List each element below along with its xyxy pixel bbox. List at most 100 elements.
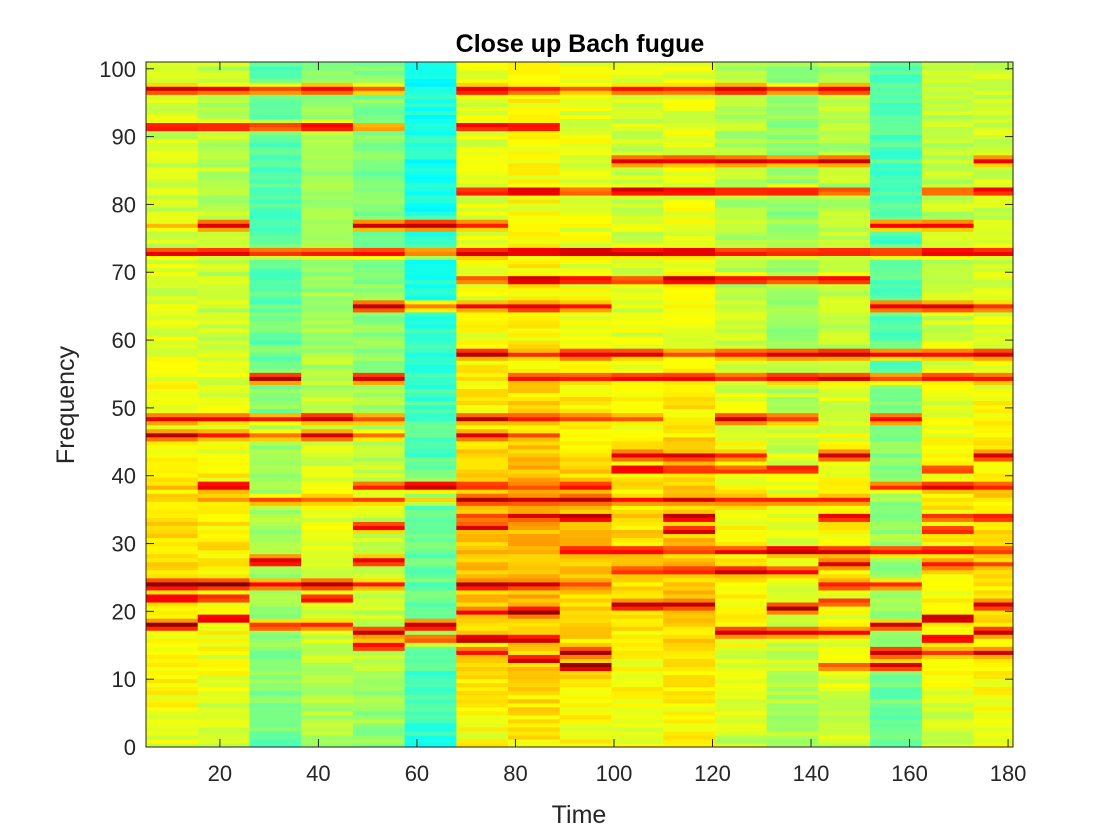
heatmap-cell <box>249 178 302 184</box>
heatmap-cell <box>146 327 199 333</box>
heatmap-cell <box>559 291 613 297</box>
heatmap-cell <box>404 460 457 466</box>
heatmap-cell <box>973 646 1014 651</box>
heatmap-cell <box>818 336 871 341</box>
heatmap-cell <box>973 448 1014 454</box>
heatmap-cell <box>973 432 1014 438</box>
heatmap-cell <box>611 690 664 696</box>
heatmap-cell <box>921 525 975 531</box>
heatmap-cell <box>456 62 509 67</box>
heatmap-cell <box>921 529 975 535</box>
heatmap-cell <box>352 440 406 446</box>
heatmap-cell <box>249 336 302 341</box>
heatmap-cell <box>921 239 975 244</box>
heatmap-cell <box>663 714 716 720</box>
heatmap-cell <box>714 589 768 595</box>
heatmap-cell <box>352 742 406 748</box>
heatmap-cell <box>766 251 820 257</box>
heatmap-cell <box>766 638 820 643</box>
heatmap-cell <box>146 452 199 458</box>
heatmap-cell <box>870 525 923 531</box>
heatmap-cell <box>714 348 768 353</box>
heatmap-cell <box>870 682 923 688</box>
heatmap-cell <box>870 456 923 462</box>
heatmap-cell <box>456 553 509 559</box>
heatmap-cell <box>973 577 1014 583</box>
heatmap-cell <box>611 122 664 128</box>
heatmap-cell <box>663 650 716 655</box>
heatmap-cell <box>301 408 354 414</box>
heatmap-cell <box>456 162 509 168</box>
heatmap-cell <box>249 275 302 281</box>
heatmap-cell <box>404 634 457 639</box>
heatmap-cell <box>301 597 354 603</box>
heatmap-cell <box>508 702 561 708</box>
heatmap-cell <box>146 404 199 410</box>
heatmap-cell <box>352 315 406 321</box>
heatmap-cell <box>766 618 820 623</box>
heatmap-cell <box>714 267 768 273</box>
heatmap-cell <box>146 315 199 321</box>
heatmap-cell <box>249 605 302 611</box>
heatmap-cell <box>714 295 768 301</box>
heatmap-cell <box>973 364 1014 369</box>
heatmap-cell <box>973 194 1014 200</box>
heatmap-cell <box>508 416 561 422</box>
heatmap-cell <box>870 299 923 305</box>
heatmap-cell <box>611 650 664 655</box>
heatmap-cell <box>352 78 406 83</box>
heatmap-cell <box>301 702 354 708</box>
heatmap-cell <box>249 251 302 257</box>
heatmap-cell <box>456 634 509 639</box>
heatmap-cell <box>508 424 561 430</box>
heatmap-cell <box>818 275 871 281</box>
heatmap-cell <box>146 106 199 111</box>
heatmap-cell <box>921 557 975 563</box>
heatmap-column-10 <box>611 62 664 748</box>
heatmap-cell <box>146 577 199 583</box>
heatmap-cell <box>197 199 251 204</box>
heatmap-cell <box>611 303 664 309</box>
heatmap-cell <box>249 597 302 603</box>
heatmap-cell <box>921 682 975 688</box>
heatmap-cell <box>921 299 975 305</box>
heatmap-cell <box>146 360 199 365</box>
heatmap-cell <box>404 303 457 309</box>
heatmap-cell <box>249 74 302 79</box>
heatmap-cell <box>352 734 406 740</box>
heatmap-cell <box>870 295 923 301</box>
heatmap-cell <box>921 384 975 389</box>
heatmap-cell <box>921 126 975 132</box>
heatmap-cell <box>508 674 561 680</box>
heatmap-cell <box>508 380 561 385</box>
heatmap-cell <box>921 698 975 704</box>
heatmap-cell <box>973 287 1014 293</box>
heatmap-cell <box>766 662 820 668</box>
heatmap-cell <box>611 263 664 269</box>
heatmap-cell <box>456 589 509 595</box>
heatmap-cell <box>663 525 716 531</box>
heatmap-cell <box>197 424 251 430</box>
heatmap-cell <box>870 231 923 236</box>
heatmap-cell <box>197 66 251 71</box>
heatmap-cell <box>818 553 871 559</box>
heatmap-cell <box>559 98 613 103</box>
heatmap-cell <box>921 336 975 341</box>
heatmap-cell <box>559 726 613 732</box>
heatmap-cell <box>714 420 768 426</box>
heatmap-cell <box>663 203 716 208</box>
heatmap-cell <box>146 287 199 293</box>
heatmap-cell <box>456 138 509 144</box>
heatmap-cell <box>456 460 509 466</box>
heatmap-cell <box>456 323 509 329</box>
heatmap-cell <box>766 646 820 651</box>
heatmap-cell <box>870 533 923 539</box>
heatmap-cell <box>352 710 406 716</box>
heatmap-cell <box>870 352 923 357</box>
heatmap-cell <box>352 215 406 220</box>
heatmap-cell <box>663 581 716 587</box>
heatmap-cell <box>508 473 561 478</box>
heatmap-cell <box>611 521 664 526</box>
heatmap-cell <box>766 243 820 248</box>
heatmap-cell <box>870 243 923 248</box>
